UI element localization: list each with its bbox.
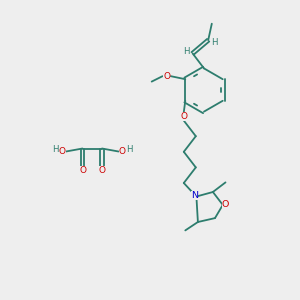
Text: O: O	[119, 147, 126, 156]
Text: H: H	[126, 146, 132, 154]
Text: O: O	[58, 147, 66, 156]
Text: O: O	[163, 72, 170, 81]
Text: H: H	[211, 38, 218, 46]
Text: O: O	[221, 200, 229, 209]
Text: O: O	[79, 166, 86, 175]
Text: O: O	[98, 166, 106, 175]
Text: N: N	[191, 191, 198, 200]
Text: H: H	[52, 146, 58, 154]
Text: H: H	[183, 47, 190, 56]
Text: O: O	[180, 112, 187, 121]
